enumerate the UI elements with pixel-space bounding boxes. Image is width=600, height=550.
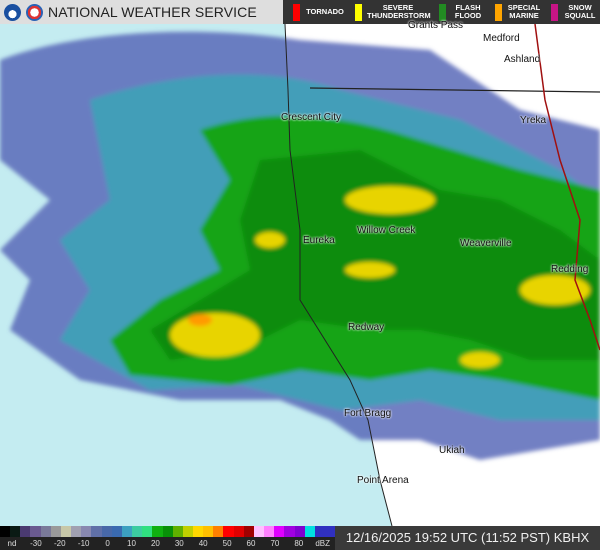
city-label: Redding [551,264,589,275]
warning-swatch [355,3,362,21]
colorbar-label: 70 [270,539,280,548]
colorbar-swatch [40,526,51,537]
reflectivity-colorbar: nd -30 -20 -10 0 10 20 30 40 50 60 70 80 dBZ [0,526,336,550]
header-bar: NATIONAL WEATHER SERVICE [0,0,283,24]
colorbar-swatch [91,526,102,537]
city-label: Medford [483,33,520,44]
colorbar-swatch [142,526,153,537]
colorbar-swatch [81,526,92,537]
colorbar-label: 10 [127,539,136,548]
colorbar-swatch [20,526,31,537]
colorbar-label: 80 [294,539,304,548]
warning-label: SEVERE THUNDERSTORM [367,3,431,20]
colorbar-label: 50 [222,539,232,548]
warning-label: SPECIAL MARINE [507,3,541,20]
city-label: Weaverville [460,238,512,249]
warning-swatch [551,3,558,21]
colorbar-swatch [132,526,143,537]
colorbar-label: 40 [198,539,208,548]
colorbar-swatch [284,526,295,537]
colorbar-swatch [60,526,72,537]
colorbar-swatch [274,526,285,537]
warning-legend-item: SEVERE THUNDERSTORM [345,0,431,24]
warning-swatch [495,3,502,21]
colorbar-swatch [30,526,41,537]
colorbar-swatch [243,526,254,537]
colorbar-swatch [71,526,82,537]
city-label: Ashland [504,54,541,65]
city-label: Point Arena [357,475,409,486]
colorbar-label: 0 [105,539,110,548]
colorbar-swatch [0,526,11,537]
colorbar-label: -10 [77,539,90,548]
colorbar-swatch [314,526,325,537]
city-label: Eureka [303,235,335,246]
warning-label: FLASH FLOOD [454,3,482,20]
warning-swatch [293,3,300,21]
colorbar-swatch [325,526,336,537]
warning-label: SNOW SQUALL [564,3,596,20]
colorbar-swatch [264,526,275,537]
interstate [534,23,600,351]
warning-legend-item: FLASH FLOOD [429,0,485,24]
city-label: Willow Creek [357,225,416,236]
state-border [309,87,600,93]
timestamp-status: 12/16/2025 19:52 UTC (11:52 PST) KBHX [335,526,600,550]
colorbar-swatch [121,526,133,537]
radar-echoes [0,31,600,460]
colorbar-swatch [162,526,173,537]
colorbar-label: -30 [30,539,42,548]
warning-legend: TORNADO SEVERE THUNDERSTORM FLASH FLOOD SPE… [283,0,600,24]
header-title: NATIONAL WEATHER SERVICE [48,4,257,20]
nws-logo [26,3,43,21]
colorbar-swatch [294,526,305,537]
colorbar-swatch [213,526,224,537]
colorbar-swatch [192,526,204,537]
colorbar-swatch [101,526,112,537]
warning-legend-item: SNOW SQUALL [541,0,597,24]
colorbar-swatch [304,526,315,537]
colorbar-label: 20 [150,539,160,548]
city-label: Grants Pass [408,20,464,31]
colorbar-label: nd [7,539,17,548]
colorbar-label: 60 [246,539,256,548]
colorbar-swatch [253,526,265,537]
colorbar-swatch [203,526,214,537]
colorbar-swatch [182,526,193,537]
colorbar-swatch [10,526,21,537]
city-label: Yreka [520,115,547,126]
colorbar-swatch [233,526,244,537]
colorbar-label: 30 [174,539,184,548]
colorbar-label: dBZ [315,539,331,548]
colorbar-swatch [223,526,234,537]
colorbar-swatch [50,526,61,537]
colorbar-label: -20 [54,539,66,548]
city-label: Ukiah [439,445,465,456]
warning-legend-item: TORNADO [283,0,345,24]
colorbar-swatch [172,526,183,537]
city-label: Redway [348,322,385,333]
warning-label: TORNADO [306,7,344,16]
colorbar-swatch [111,526,122,537]
warning-legend-item: SPECIAL MARINE [485,0,541,24]
colorbar-swatch [152,526,163,537]
city-label: Crescent City [281,112,342,123]
noaa-logo [4,3,21,21]
city-label: Fort Bragg [344,408,392,419]
warning-swatch [439,3,446,21]
coastline [284,23,393,527]
